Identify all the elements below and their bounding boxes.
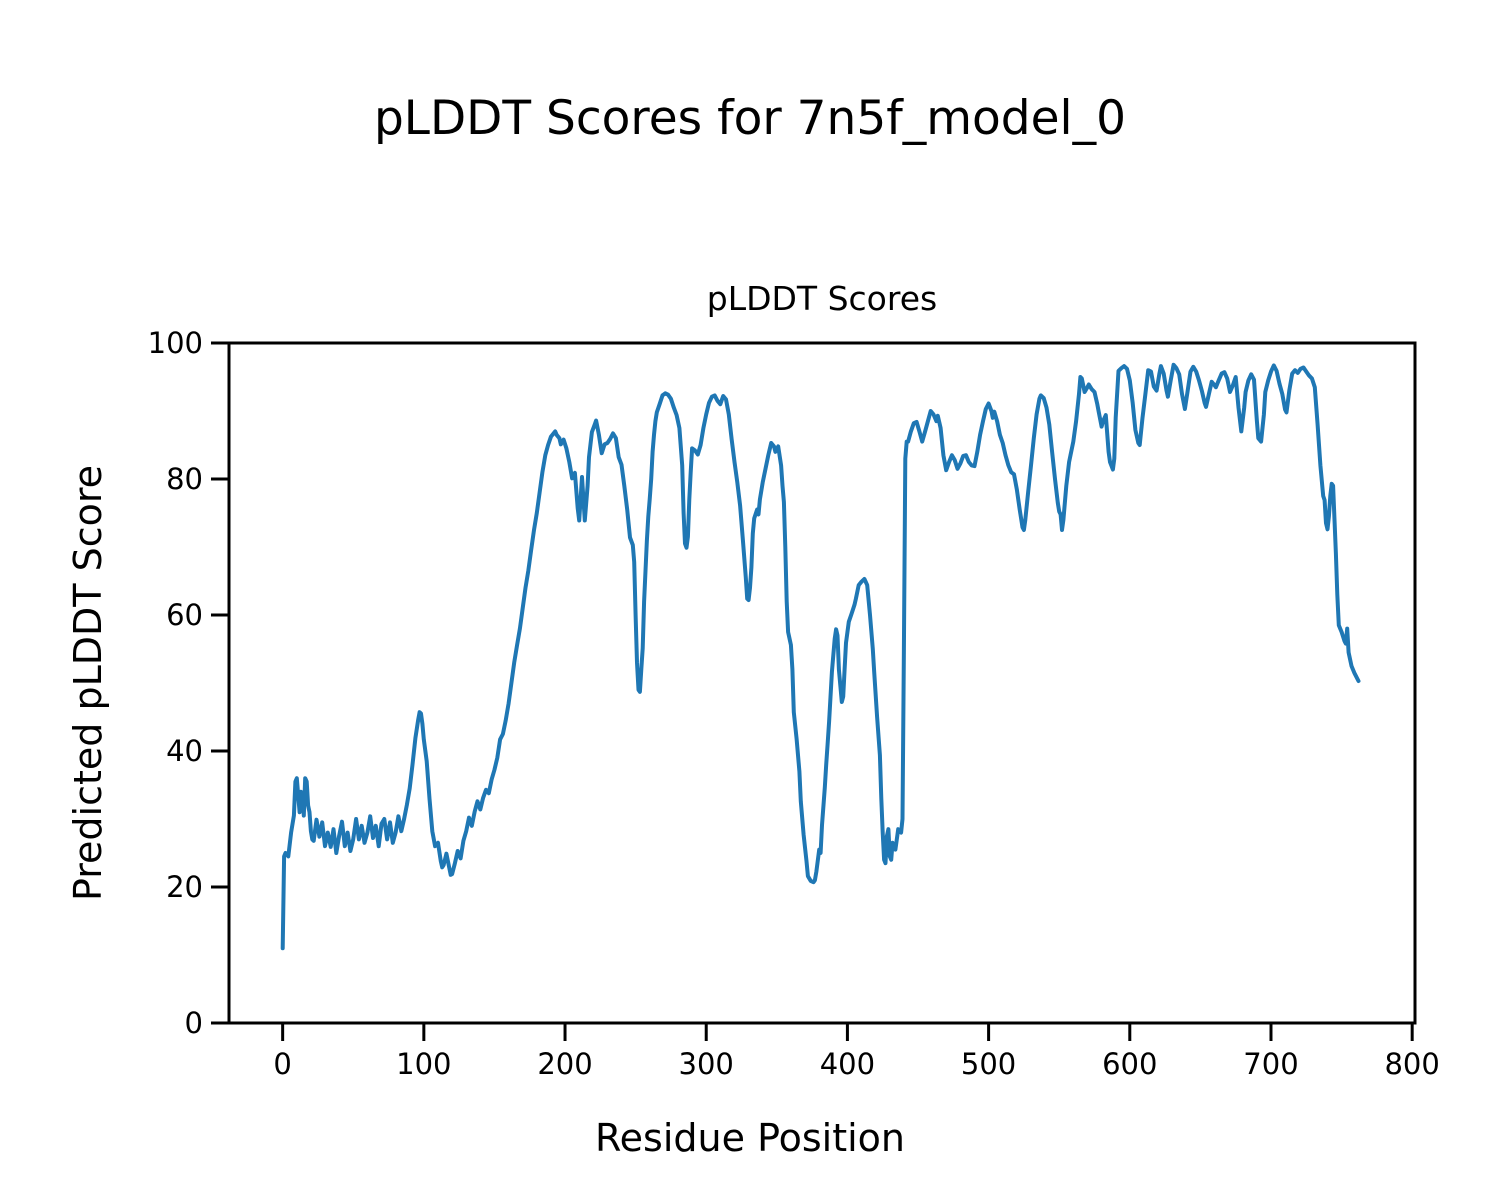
- x-tick-label: 100: [396, 1047, 452, 1081]
- axes-frame: [227, 341, 1417, 1025]
- y-tick-label: 20: [166, 870, 203, 904]
- figure-title: pLDDT Scores for 7n5f_model_0: [373, 91, 1127, 146]
- x-tick-label: 300: [678, 1047, 734, 1081]
- x-tick-label: 200: [537, 1047, 593, 1081]
- x-tick-label: 500: [960, 1047, 1017, 1081]
- x-tick-label: 600: [1102, 1047, 1158, 1081]
- y-tick-label: 0: [184, 1006, 203, 1040]
- axes-title: pLDDT Scores: [706, 279, 938, 318]
- plddt-line: [280, 362, 1361, 951]
- x-tick-label: 800: [1384, 1047, 1440, 1081]
- y-tick-label: 40: [166, 734, 203, 768]
- axes-spines: [227, 341, 1417, 1025]
- x-tick-marks: [281, 1023, 1414, 1041]
- plddt-line-group: [280, 362, 1361, 951]
- y-tick-label: 60: [166, 598, 203, 632]
- x-tick-label: 700: [1243, 1047, 1299, 1081]
- y-tick-label: 100: [147, 326, 203, 360]
- x-tick-label: 0: [273, 1047, 292, 1081]
- x-axis-label: Residue Position: [594, 1116, 906, 1160]
- y-tick-label: 80: [166, 462, 203, 496]
- x-tick-label: 400: [819, 1047, 876, 1081]
- y-tick-marks: [211, 341, 229, 1025]
